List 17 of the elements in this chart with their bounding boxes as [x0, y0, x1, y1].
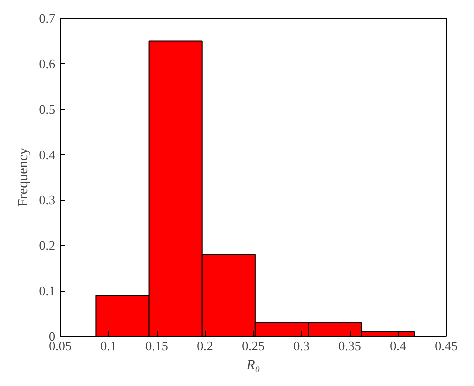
y-tick-label: 0.5 — [39, 102, 56, 117]
x-tick-label: 0.1 — [100, 338, 117, 354]
x-tick-label: 0.3 — [294, 338, 310, 354]
y-axis-title: Frequency — [16, 148, 32, 208]
y-tick-label: 0.7 — [39, 11, 56, 26]
x-tick-label: 0.15 — [146, 338, 168, 354]
x-tick-label: 0.45 — [435, 338, 458, 354]
y-tick-label: 0.4 — [39, 147, 56, 162]
x-tick-label: 0.25 — [242, 338, 265, 354]
y-tick-label: 0.3 — [39, 192, 56, 208]
x-tick-label: 0.2 — [197, 338, 214, 354]
x-tick-label: 0.4 — [390, 338, 407, 354]
x-axis-title: R₀ — [246, 358, 260, 374]
x-tick-label: 0.35 — [338, 338, 362, 354]
y-tick-label: 0.2 — [39, 238, 56, 254]
y-tick-label: 0.1 — [39, 284, 56, 299]
y-tick-label: 0.6 — [39, 56, 56, 72]
